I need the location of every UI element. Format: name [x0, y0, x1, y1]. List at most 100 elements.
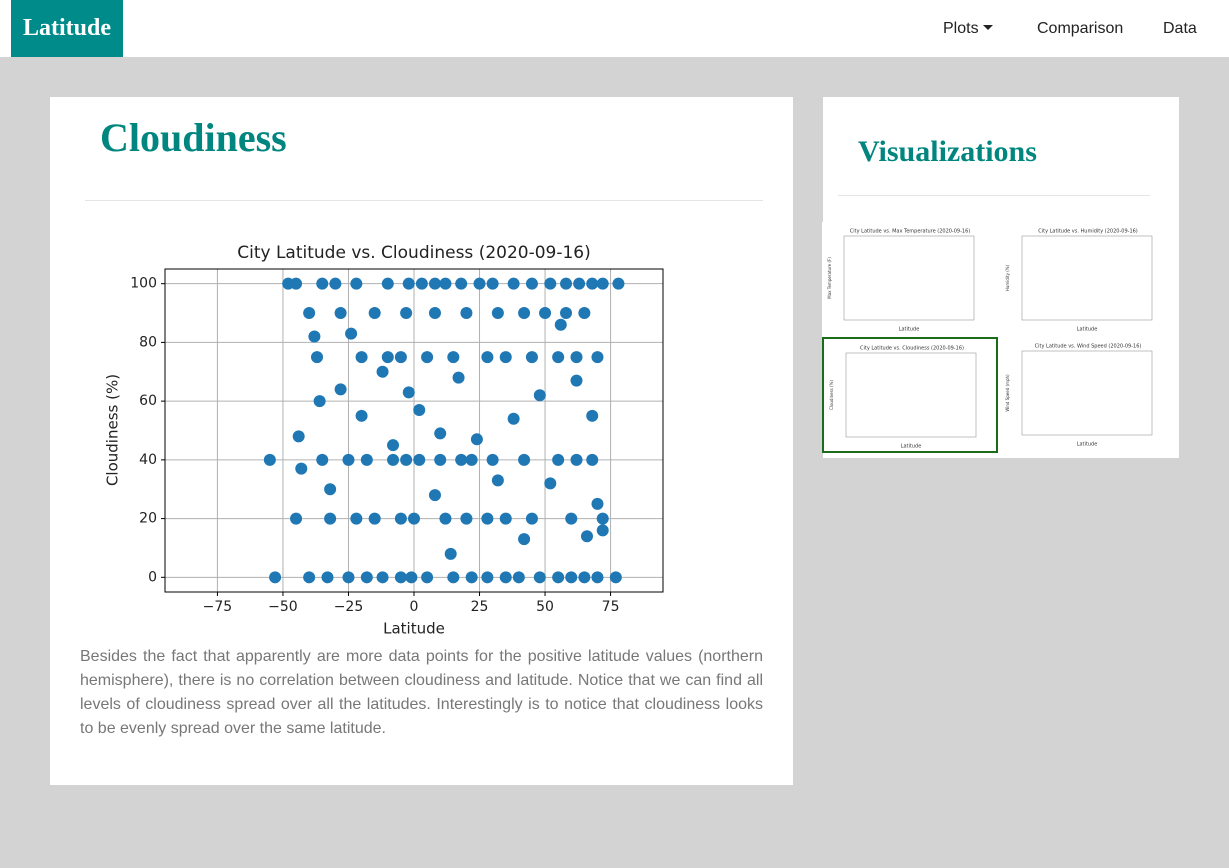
x-axis-label: Latitude [383, 620, 445, 638]
thumbnail-title: City Latitude vs. Max Temperature (2020-… [850, 229, 970, 235]
x-tick-label: 50 [536, 599, 554, 615]
thumbnail-title: City Latitude vs. Wind Speed (2020-09-16… [1035, 344, 1142, 350]
point [329, 277, 342, 290]
nav-link[interactable]: Comparison [1037, 20, 1124, 37]
point [413, 453, 426, 466]
x-tick-label: 25 [471, 599, 489, 615]
point [586, 277, 599, 290]
point [452, 371, 465, 384]
nav-dropdown[interactable]: Plots [943, 20, 994, 38]
point [316, 453, 329, 466]
thumbnail-y-label: Cloudiness (%) [829, 380, 834, 410]
point [381, 277, 394, 290]
thumbnail-frame [1021, 235, 1153, 321]
point [570, 453, 583, 466]
point [507, 277, 520, 290]
thumbnail-x-label: Latitude [899, 327, 920, 333]
point [560, 277, 573, 290]
point [539, 307, 552, 320]
sidebar-title: Visualizations [858, 135, 1037, 168]
point [295, 462, 308, 475]
x-tick-label: −75 [203, 599, 233, 615]
point [552, 351, 565, 364]
point [499, 512, 512, 525]
point [591, 571, 604, 584]
thumbnail-chart: City Latitude vs. Wind Speed (2020-09-16… [1005, 344, 1153, 448]
thumbnail[interactable]: City Latitude vs. Wind Speed (2020-09-16… [1000, 337, 1176, 453]
point [368, 512, 381, 525]
point [345, 327, 358, 340]
caret [983, 25, 994, 35]
thumbnail[interactable]: City Latitude vs. Cloudiness (2020-09-16… [822, 337, 998, 453]
point [612, 277, 625, 290]
point [415, 277, 428, 290]
thumbnail-y-label: Wind Speed (mph) [1005, 374, 1010, 412]
nav-link[interactable]: Plots [943, 20, 979, 37]
point [552, 453, 565, 466]
point [303, 571, 316, 584]
page-title: Cloudiness [100, 115, 287, 160]
y-tick-label: 100 [130, 276, 157, 292]
point [596, 512, 609, 525]
point [465, 453, 478, 466]
point [342, 571, 355, 584]
point [447, 351, 460, 364]
point [402, 386, 415, 399]
point [303, 307, 316, 320]
point [544, 477, 557, 490]
point [518, 533, 531, 546]
main-panel [50, 97, 793, 785]
point [269, 571, 282, 584]
point [552, 571, 565, 584]
point [512, 571, 525, 584]
point [481, 512, 494, 525]
divider [838, 195, 1150, 196]
x-tick-label: 75 [602, 599, 620, 615]
y-tick-label: 80 [139, 334, 157, 350]
point [544, 277, 557, 290]
point [368, 307, 381, 320]
point [447, 571, 460, 584]
point [439, 512, 452, 525]
point [578, 307, 591, 320]
thumbnail[interactable]: City Latitude vs. Max Temperature (2020-… [822, 222, 998, 338]
point [565, 512, 578, 525]
point [394, 351, 407, 364]
point [428, 489, 441, 502]
point [360, 571, 373, 584]
point [596, 277, 609, 290]
x-tick-label: −50 [268, 599, 298, 615]
point [533, 571, 546, 584]
point [455, 277, 468, 290]
point [573, 277, 586, 290]
point [491, 307, 504, 320]
point [313, 395, 326, 408]
point [465, 571, 478, 584]
point [290, 512, 303, 525]
nav-link[interactable]: Data [1163, 20, 1197, 37]
point [499, 571, 512, 584]
thumbnail[interactable]: City Latitude vs. Humidity (2020-09-16) L… [1000, 222, 1176, 338]
thumbnail-chart: City Latitude vs. Max Temperature (2020-… [827, 229, 975, 333]
point [434, 453, 447, 466]
thumbnail-x-label: Latitude [901, 444, 922, 450]
point [350, 277, 363, 290]
point [324, 483, 337, 496]
point [428, 277, 441, 290]
y-tick-label: 60 [139, 393, 157, 409]
point [596, 524, 609, 537]
y-axis-label: Cloudiness (%) [104, 374, 122, 486]
x-tick-label: −25 [334, 599, 364, 615]
point [444, 547, 457, 560]
thumbnail-x-label: Latitude [1077, 442, 1098, 448]
point [408, 512, 420, 525]
point [400, 307, 413, 320]
point [334, 383, 347, 396]
point [376, 571, 389, 584]
point [460, 512, 473, 525]
thumbnail-y-label: Humidity (%) [1005, 264, 1010, 291]
thumbnail-frame [845, 352, 977, 438]
point [507, 412, 520, 425]
brand[interactable]: Latitude [11, 0, 123, 57]
